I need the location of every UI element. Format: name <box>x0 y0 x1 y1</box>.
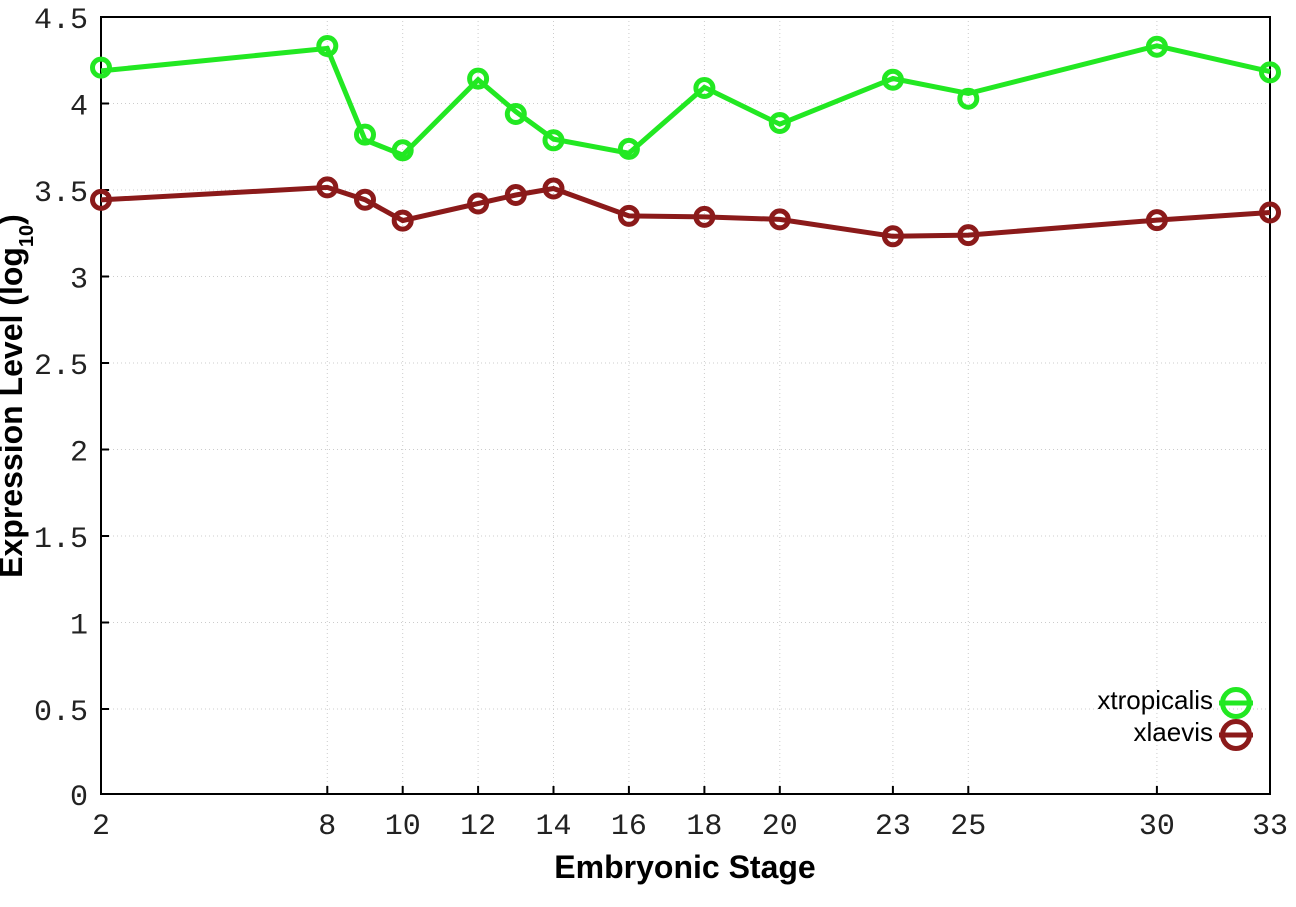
svg-text:2: 2 <box>70 437 88 471</box>
svg-text:14: 14 <box>535 810 571 844</box>
svg-text:20: 20 <box>762 810 798 844</box>
svg-text:30: 30 <box>1139 810 1175 844</box>
svg-text:3: 3 <box>70 264 88 298</box>
svg-text:2: 2 <box>92 810 110 844</box>
svg-text:18: 18 <box>686 810 722 844</box>
svg-text:0: 0 <box>70 781 88 815</box>
svg-text:2.5: 2.5 <box>34 350 88 384</box>
svg-text:1: 1 <box>70 610 88 644</box>
svg-text:16: 16 <box>611 810 647 844</box>
svg-text:12: 12 <box>460 810 496 844</box>
svg-text:10: 10 <box>385 810 421 844</box>
svg-text:8: 8 <box>318 810 336 844</box>
svg-text:4.5: 4.5 <box>34 4 88 38</box>
svg-text:4: 4 <box>70 91 88 125</box>
svg-text:25: 25 <box>950 810 986 844</box>
svg-text:xtropicalis: xtropicalis <box>1097 685 1213 715</box>
svg-text:33: 33 <box>1252 810 1288 844</box>
svg-text:Expression Level (log10): Expression Level (log10) <box>0 214 38 578</box>
svg-text:3.5: 3.5 <box>34 177 88 211</box>
svg-text:23: 23 <box>875 810 911 844</box>
svg-text:xlaevis: xlaevis <box>1134 717 1213 747</box>
svg-text:1.5: 1.5 <box>34 523 88 557</box>
svg-text:Embryonic Stage: Embryonic Stage <box>554 849 815 885</box>
svg-text:0.5: 0.5 <box>34 696 88 730</box>
